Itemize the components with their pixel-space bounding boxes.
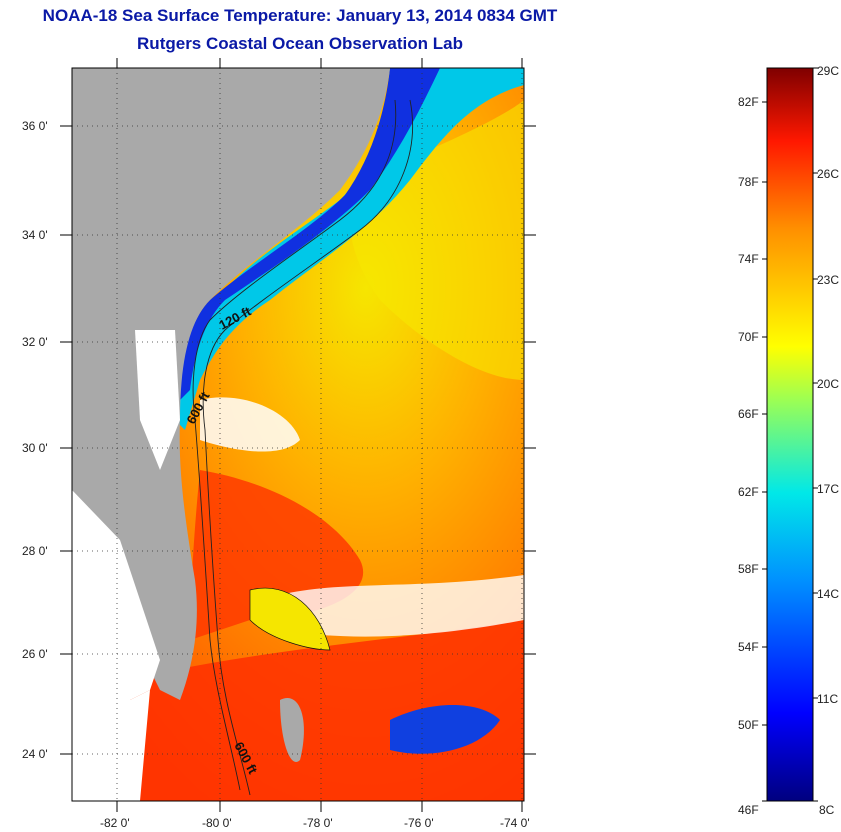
lat-label: 28 0'	[22, 544, 48, 558]
colorbar-f-label: 78F	[738, 175, 759, 189]
colorbar-f-label: 74F	[738, 252, 759, 266]
lat-label: 36 0'	[22, 119, 48, 133]
lon-label: -74 0'	[500, 816, 530, 830]
nearshore-cold-water	[180, 68, 440, 400]
us-southeast-coast-land	[72, 68, 390, 700]
colorbar-c-label: 14C	[817, 587, 839, 601]
latitude-labels: 36 0' 34 0' 32 0' 30 0' 28 0' 26 0' 24 0…	[22, 119, 48, 761]
gulf-coast-masked-area	[72, 490, 160, 700]
lat-label: 32 0'	[22, 335, 48, 349]
colorbar-f-label: 70F	[738, 330, 759, 344]
gulf-masked-area	[72, 690, 150, 801]
lon-label: -78 0'	[303, 816, 333, 830]
colorbar-f-label: 82F	[738, 95, 759, 109]
map-title: NOAA-18 Sea Surface Temperature: January…	[42, 6, 558, 25]
colorbar-f-label: 66F	[738, 407, 759, 421]
lat-label: 26 0'	[22, 647, 48, 661]
lon-label: -80 0'	[202, 816, 232, 830]
colorbar-f-label: 62F	[738, 485, 759, 499]
colorbar-c-label: 17C	[817, 482, 839, 496]
contour-600ft	[202, 99, 413, 796]
lat-label: 30 0'	[22, 441, 48, 455]
florida-masked-area	[135, 330, 180, 470]
colorbar-f-label: 46F	[738, 803, 759, 817]
bahama-bank	[249, 587, 331, 651]
colorbar-c-label: 11C	[817, 692, 838, 706]
colorbar-f-label: 54F	[738, 640, 759, 654]
colorbar-c-label: 20C	[817, 377, 839, 391]
colorbar-ticks	[762, 67, 818, 802]
colorbar-celsius-labels: 29C 26C 23C 20C 17C 14C 11C 8C	[817, 64, 839, 817]
cold-patch-south	[390, 705, 500, 754]
colorbar-f-label: 50F	[738, 718, 759, 732]
temperature-colorbar	[766, 67, 814, 802]
map-subtitle: Rutgers Coastal Ocean Observation Lab	[137, 34, 463, 53]
lat-label: 24 0'	[22, 747, 48, 761]
sst-map	[72, 68, 524, 801]
lat-label: 34 0'	[22, 228, 48, 242]
lon-label: -82 0'	[100, 816, 130, 830]
longitude-labels: -82 0' -80 0' -78 0' -76 0' -74 0'	[100, 816, 530, 830]
colorbar-c-label: 26C	[817, 167, 839, 181]
southern-warm-water	[130, 620, 524, 801]
map-frame	[71, 67, 525, 802]
contour-120ft	[192, 99, 397, 791]
axis-ticks	[60, 58, 536, 812]
colorbar-c-label: 29C	[817, 64, 839, 78]
cloud-band	[280, 575, 524, 637]
graticule	[72, 68, 524, 801]
lon-label: -76 0'	[404, 816, 434, 830]
bahamas-island	[280, 698, 304, 762]
colorbar-c-label: 8C	[819, 803, 835, 817]
colorbar-c-label: 23C	[817, 273, 839, 287]
colorbar-f-label: 58F	[738, 562, 759, 576]
cloud-patch	[200, 397, 300, 452]
colorbar-fahrenheit-labels: 82F 78F 74F 70F 66F 62F 58F 54F 50F 46F	[738, 95, 759, 817]
